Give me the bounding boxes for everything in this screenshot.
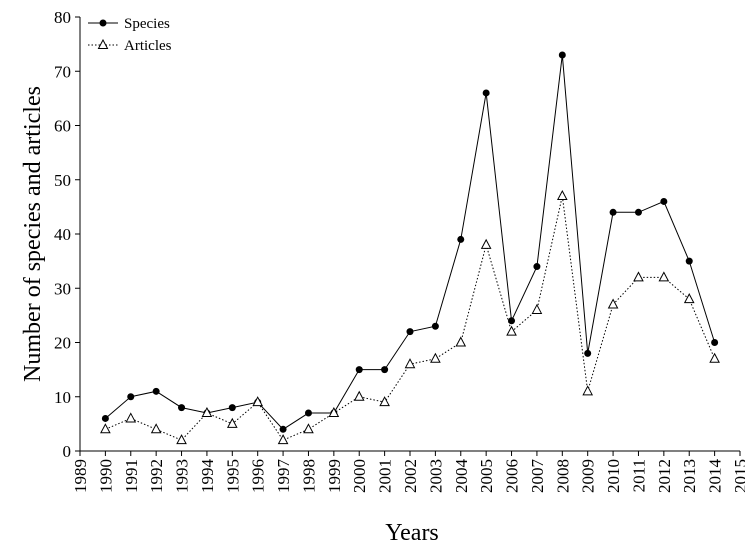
x-tick-label: 1999 bbox=[325, 459, 344, 493]
point bbox=[660, 197, 668, 205]
point bbox=[455, 336, 467, 347]
x-tick-label: 2001 bbox=[376, 459, 395, 493]
legend-label: Species bbox=[124, 16, 170, 32]
point bbox=[431, 322, 439, 330]
point bbox=[125, 412, 137, 423]
point bbox=[127, 393, 135, 401]
x-tick-label: 1994 bbox=[198, 459, 217, 494]
y-tick-label: 10 bbox=[54, 388, 71, 407]
x-tick-label: 2009 bbox=[579, 459, 598, 493]
point bbox=[406, 328, 414, 336]
point bbox=[709, 352, 720, 363]
point bbox=[178, 404, 186, 412]
x-tick-label: 2007 bbox=[528, 459, 547, 494]
legend-marker bbox=[97, 38, 109, 49]
point bbox=[381, 366, 389, 374]
x-tick-label: 2002 bbox=[401, 459, 420, 493]
point bbox=[304, 409, 312, 417]
point bbox=[685, 257, 693, 265]
x-tick-label: 1993 bbox=[173, 459, 192, 493]
x-tick-label: 1992 bbox=[147, 459, 166, 493]
x-tick-label: 1990 bbox=[96, 459, 115, 493]
y-tick-label: 60 bbox=[54, 117, 71, 136]
point bbox=[404, 358, 416, 369]
y-axis-label: Number of species and articles bbox=[20, 86, 46, 382]
x-tick-label: 2006 bbox=[503, 459, 522, 493]
point bbox=[226, 417, 238, 428]
y-tick-label: 30 bbox=[54, 279, 71, 298]
point bbox=[457, 235, 465, 243]
legend-marker bbox=[99, 19, 107, 27]
point bbox=[303, 423, 314, 434]
x-tick-label: 2010 bbox=[604, 459, 623, 493]
series-line bbox=[105, 195, 716, 441]
point bbox=[176, 434, 187, 445]
y-tick-label: 40 bbox=[54, 225, 71, 244]
point bbox=[531, 303, 543, 314]
y-tick-label: 50 bbox=[54, 171, 71, 190]
legend-label: Articles bbox=[124, 38, 172, 54]
point bbox=[353, 390, 365, 401]
x-axis-label: Years bbox=[385, 520, 439, 546]
y-tick-label: 20 bbox=[54, 334, 71, 353]
x-tick-label: 1989 bbox=[71, 459, 90, 493]
x-tick-label: 2003 bbox=[426, 459, 445, 493]
x-tick-label: 2005 bbox=[477, 459, 496, 493]
series-line bbox=[105, 54, 716, 430]
point bbox=[634, 208, 642, 216]
point bbox=[482, 89, 490, 97]
point bbox=[355, 366, 363, 374]
point bbox=[480, 238, 492, 249]
point bbox=[152, 387, 160, 395]
point bbox=[101, 414, 109, 422]
point bbox=[150, 423, 162, 434]
y-tick-label: 70 bbox=[54, 62, 71, 81]
point bbox=[533, 263, 541, 271]
point bbox=[430, 352, 441, 363]
point bbox=[633, 271, 644, 282]
x-tick-label: 2000 bbox=[350, 459, 369, 493]
point bbox=[607, 298, 619, 309]
x-tick-label: 2008 bbox=[553, 459, 572, 493]
x-tick-label: 1997 bbox=[274, 459, 293, 494]
point bbox=[379, 396, 390, 407]
x-tick-label: 2004 bbox=[452, 459, 471, 494]
x-tick-label: 2012 bbox=[655, 459, 674, 493]
x-tick-label: 2015 bbox=[731, 459, 745, 493]
x-tick-label: 2011 bbox=[629, 459, 648, 492]
x-tick-label: 2013 bbox=[680, 459, 699, 493]
point bbox=[609, 208, 617, 216]
x-tick-label: 1995 bbox=[223, 459, 242, 493]
point bbox=[508, 317, 516, 325]
point bbox=[683, 293, 695, 304]
point bbox=[658, 271, 670, 282]
point bbox=[252, 396, 264, 407]
point bbox=[556, 189, 568, 201]
point bbox=[711, 339, 719, 346]
point bbox=[279, 425, 287, 433]
point bbox=[582, 385, 594, 396]
point bbox=[277, 434, 289, 445]
point bbox=[201, 406, 213, 418]
x-tick-label: 1998 bbox=[299, 459, 318, 493]
point bbox=[328, 406, 340, 418]
point bbox=[558, 51, 566, 59]
x-tick-label: 2014 bbox=[706, 459, 725, 494]
point bbox=[100, 423, 111, 434]
point bbox=[228, 404, 236, 412]
x-tick-label: 1991 bbox=[122, 459, 141, 493]
point bbox=[584, 349, 592, 357]
y-tick-label: 0 bbox=[63, 442, 72, 461]
x-tick-label: 1996 bbox=[249, 459, 268, 493]
point bbox=[506, 325, 517, 336]
y-tick-label: 80 bbox=[54, 8, 71, 27]
